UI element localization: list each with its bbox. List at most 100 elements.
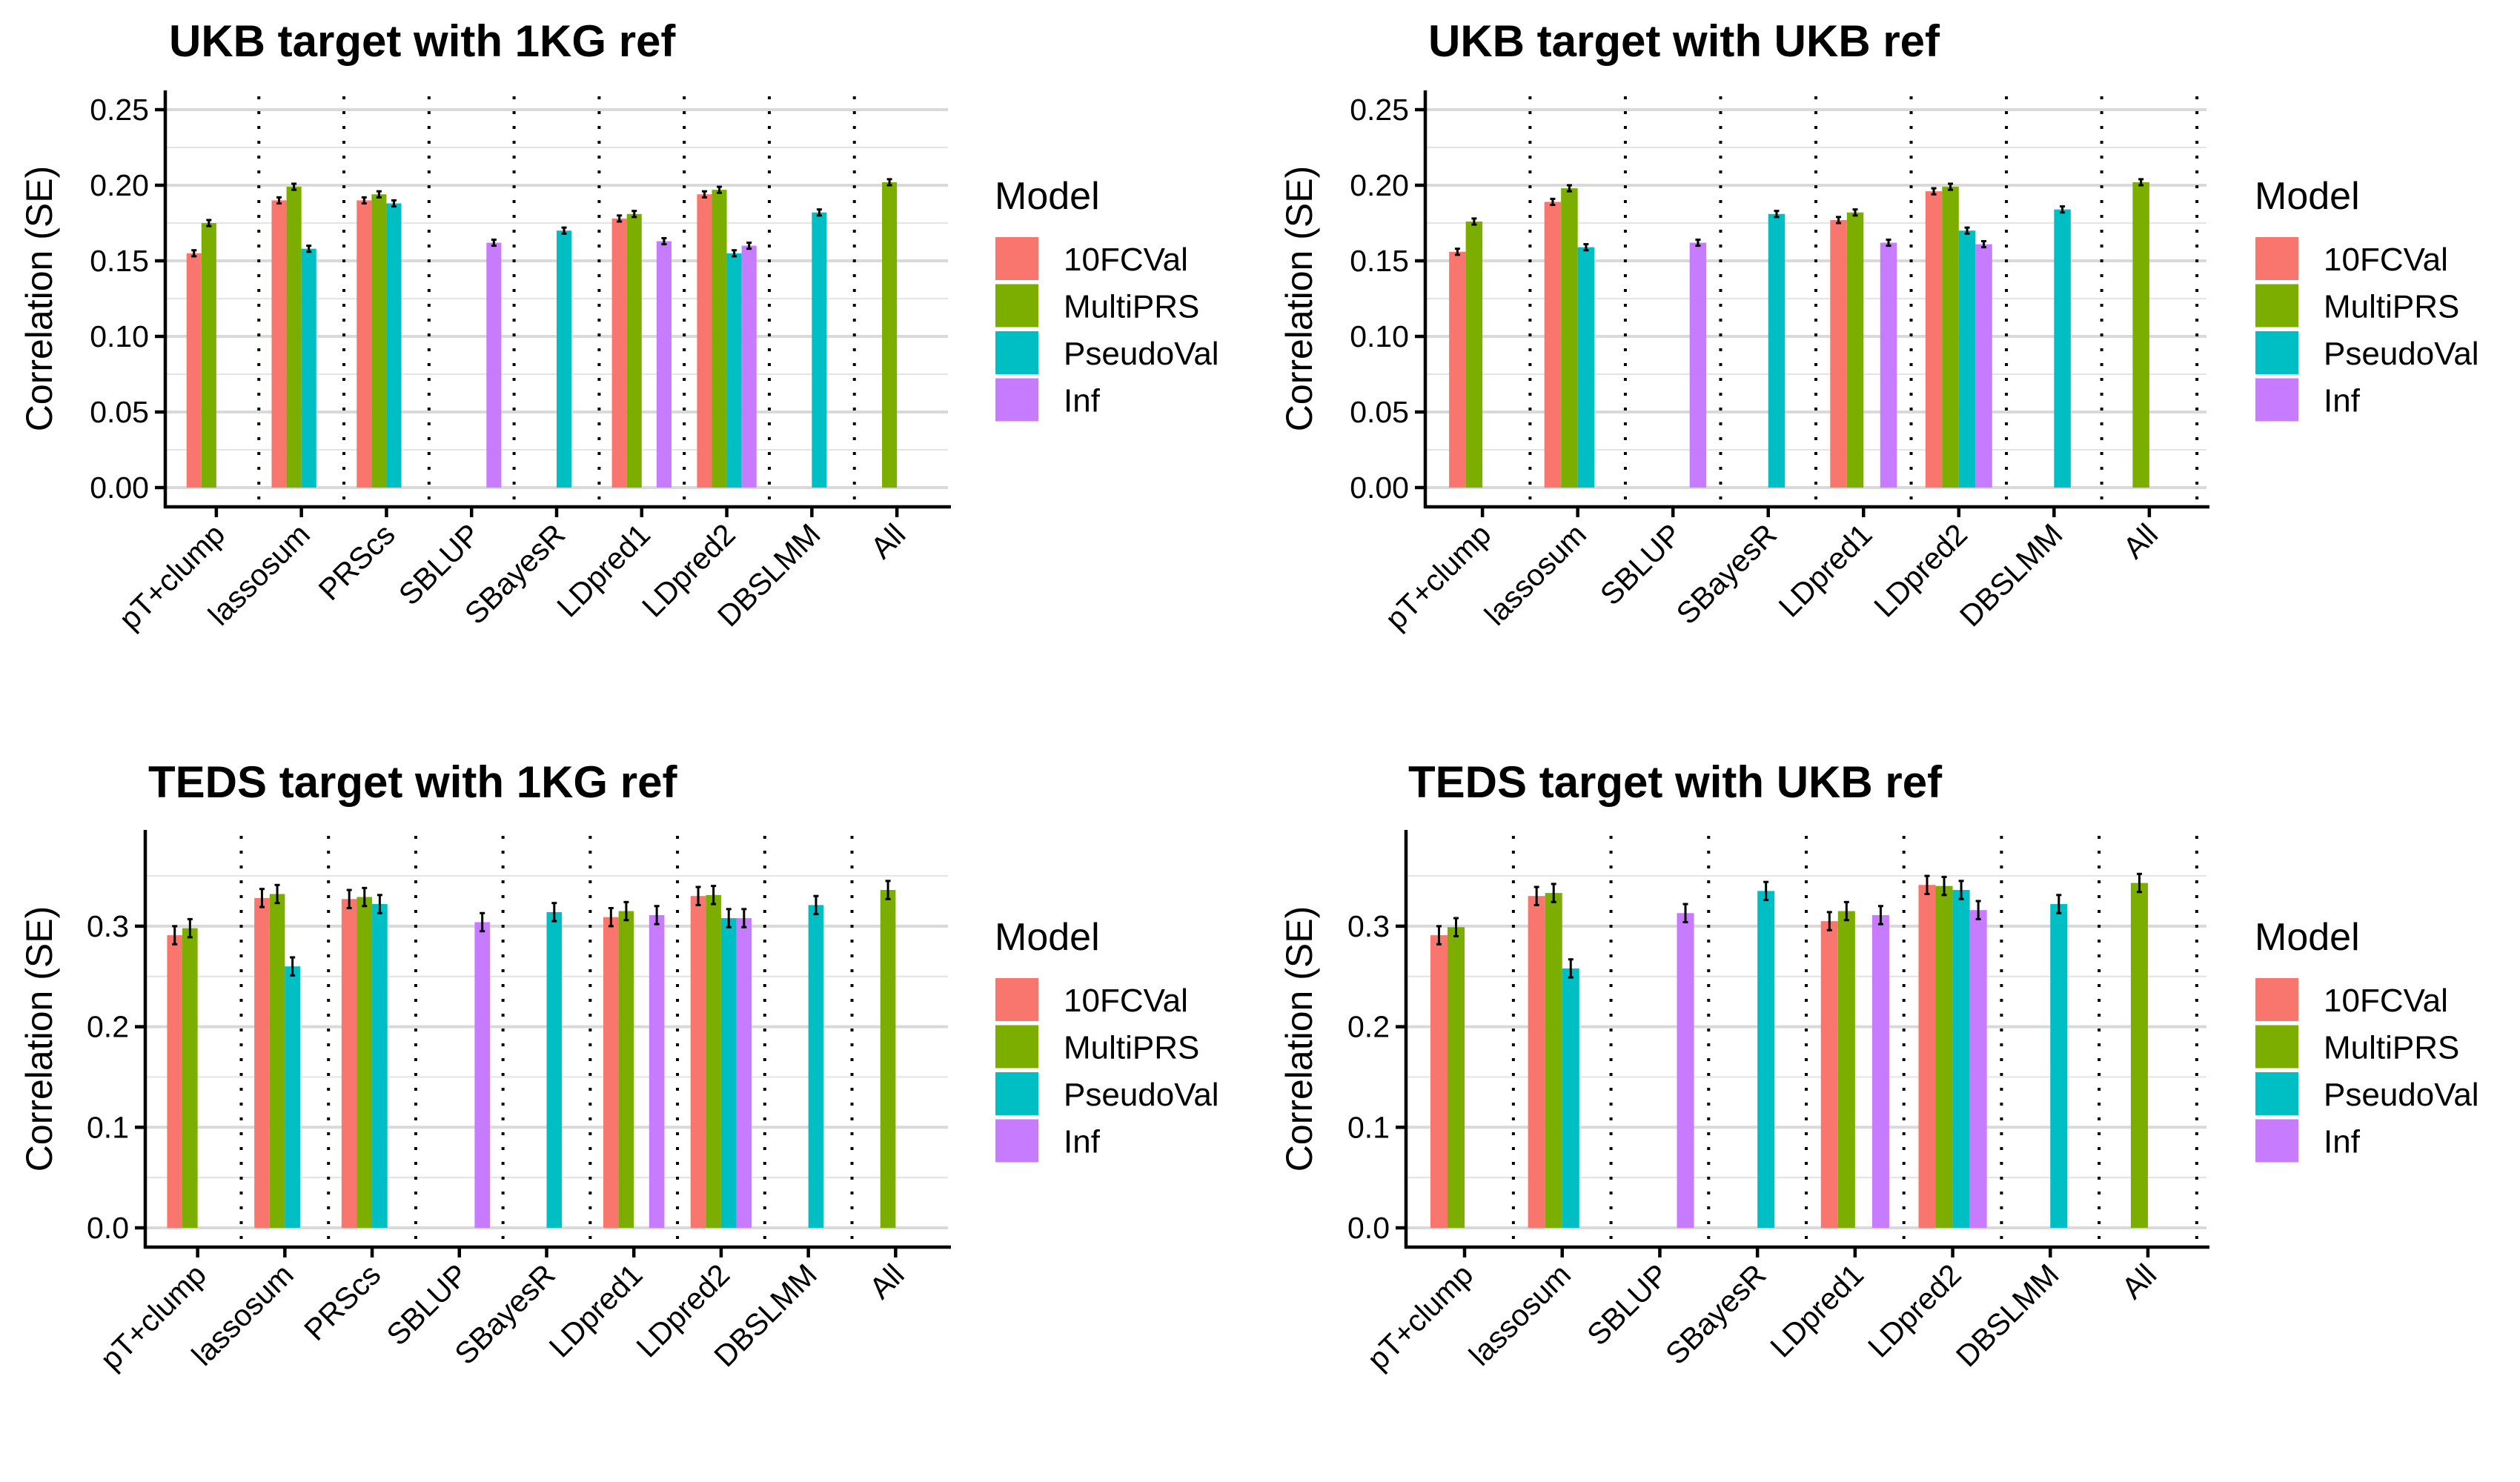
legend: 10FCVal MultiPRS PseudoVal Inf: [995, 978, 1219, 1163]
legend-item: MultiPRS: [2255, 284, 2459, 328]
error-bar: [813, 894, 819, 916]
bar: [271, 200, 287, 488]
y-axis-ticks: 0.00 0.05 0.10 0.15 0.20 0.25: [90, 93, 165, 505]
error-bar: [726, 908, 732, 928]
error-bar: [2138, 178, 2144, 187]
legend-label: MultiPRS: [1064, 1030, 1199, 1066]
error-bar: [885, 880, 891, 900]
legend-swatch: [2255, 1025, 2298, 1069]
legend: 10FCVal MultiPRS PseudoVal Inf: [2255, 978, 2479, 1163]
category-separators: [1511, 836, 2198, 1247]
legend-item: PseudoVal: [2255, 331, 2479, 374]
bar: [603, 917, 619, 1228]
error-bar: [695, 885, 701, 906]
bar: [1757, 891, 1775, 1228]
bar: [386, 203, 402, 488]
bar: [2050, 904, 2068, 1228]
legend-swatch: [2255, 284, 2298, 328]
y-tick-label: 0.3: [1347, 909, 1390, 943]
error-bar: [187, 917, 193, 939]
y-tick-label: 0.15: [1350, 244, 1409, 278]
legend: 10FCVal MultiPRS PseudoVal Inf: [995, 237, 1219, 422]
error-bar: [746, 242, 752, 250]
y-tick-label: 0.3: [87, 909, 129, 943]
bar: [1562, 968, 1579, 1228]
bar: [626, 213, 642, 488]
legend-title: Model: [995, 175, 1100, 218]
bar: [712, 190, 727, 488]
category-separators: [239, 836, 854, 1247]
error-bar: [361, 196, 367, 205]
y-tick-label: 0.00: [90, 471, 149, 505]
error-bar: [561, 226, 567, 235]
legend-item: MultiPRS: [995, 1025, 1199, 1069]
legend-item: Inf: [995, 378, 1101, 422]
panel-title: TEDS target with 1KG ref: [148, 757, 677, 807]
bar: [474, 922, 490, 1228]
error-bar: [1568, 958, 1574, 979]
bars: [186, 178, 898, 488]
legend-title: Model: [995, 916, 1100, 959]
legend-item: MultiPRS: [2255, 1025, 2459, 1069]
error-bar: [376, 190, 382, 199]
bar: [1975, 244, 1992, 488]
bar: [1689, 242, 1707, 488]
legend-swatch: [995, 331, 1038, 374]
bar: [1925, 191, 1943, 488]
error-bar: [1551, 883, 1556, 903]
bar: [1837, 911, 1855, 1228]
error-bar: [1964, 226, 1970, 235]
series-inf: [1677, 900, 1987, 1228]
error-bar: [1852, 208, 1858, 217]
error-bar: [732, 249, 737, 258]
legend-label: Inf: [1064, 1124, 1101, 1160]
legend-swatch: [2255, 378, 2298, 422]
category-separators: [1528, 96, 2199, 507]
bar: [1958, 230, 1976, 488]
bar: [1768, 213, 1785, 488]
series-inf: [1689, 238, 1992, 488]
error-bar: [1453, 917, 1459, 937]
error-bar: [661, 236, 667, 246]
legend-label: Inf: [1064, 383, 1101, 419]
y-axis-title: Correlation (SE): [1279, 906, 1320, 1172]
error-bar: [1877, 905, 1883, 926]
y-tick-label: 0.05: [90, 395, 149, 429]
series-10fcval: [167, 885, 706, 1228]
y-tick-label: 0.2: [87, 1010, 129, 1044]
y-tick-label: 0.20: [1350, 168, 1409, 202]
y-tick-label: 0.1: [1347, 1110, 1390, 1144]
error-bar: [701, 190, 707, 199]
panel-title: UKB target with 1KG ref: [169, 16, 676, 66]
legend-label: MultiPRS: [2324, 289, 2459, 325]
bars: [167, 880, 896, 1228]
error-bar: [1948, 182, 1954, 191]
bar: [882, 182, 898, 488]
legend-label: PseudoVal: [1064, 336, 1219, 372]
series-multiprs: [182, 880, 896, 1228]
series-multiprs: [1447, 872, 2148, 1228]
series-10fcval: [1430, 874, 1936, 1228]
bar: [1935, 885, 1953, 1228]
bar: [269, 894, 285, 1228]
y-tick-label: 0.0: [87, 1211, 129, 1245]
bar: [741, 245, 757, 488]
bar: [656, 241, 672, 488]
bar: [1545, 893, 1562, 1228]
bars: [1449, 178, 2149, 488]
error-bar: [1566, 184, 1572, 193]
error-bar: [1924, 874, 1930, 895]
error-bar: [1436, 925, 1442, 946]
bar: [357, 200, 372, 488]
error-bar: [1843, 900, 1849, 922]
bar: [1544, 202, 1562, 488]
error-bar: [711, 885, 717, 906]
error-bar: [1836, 216, 1842, 225]
y-axis-title: Correlation (SE): [19, 166, 60, 431]
error-bar: [631, 210, 637, 219]
legend-item: 10FCVal: [995, 237, 1188, 280]
error-bar: [1981, 239, 1987, 249]
legend-item: PseudoVal: [995, 1072, 1219, 1115]
legend-swatch: [2255, 331, 2298, 374]
